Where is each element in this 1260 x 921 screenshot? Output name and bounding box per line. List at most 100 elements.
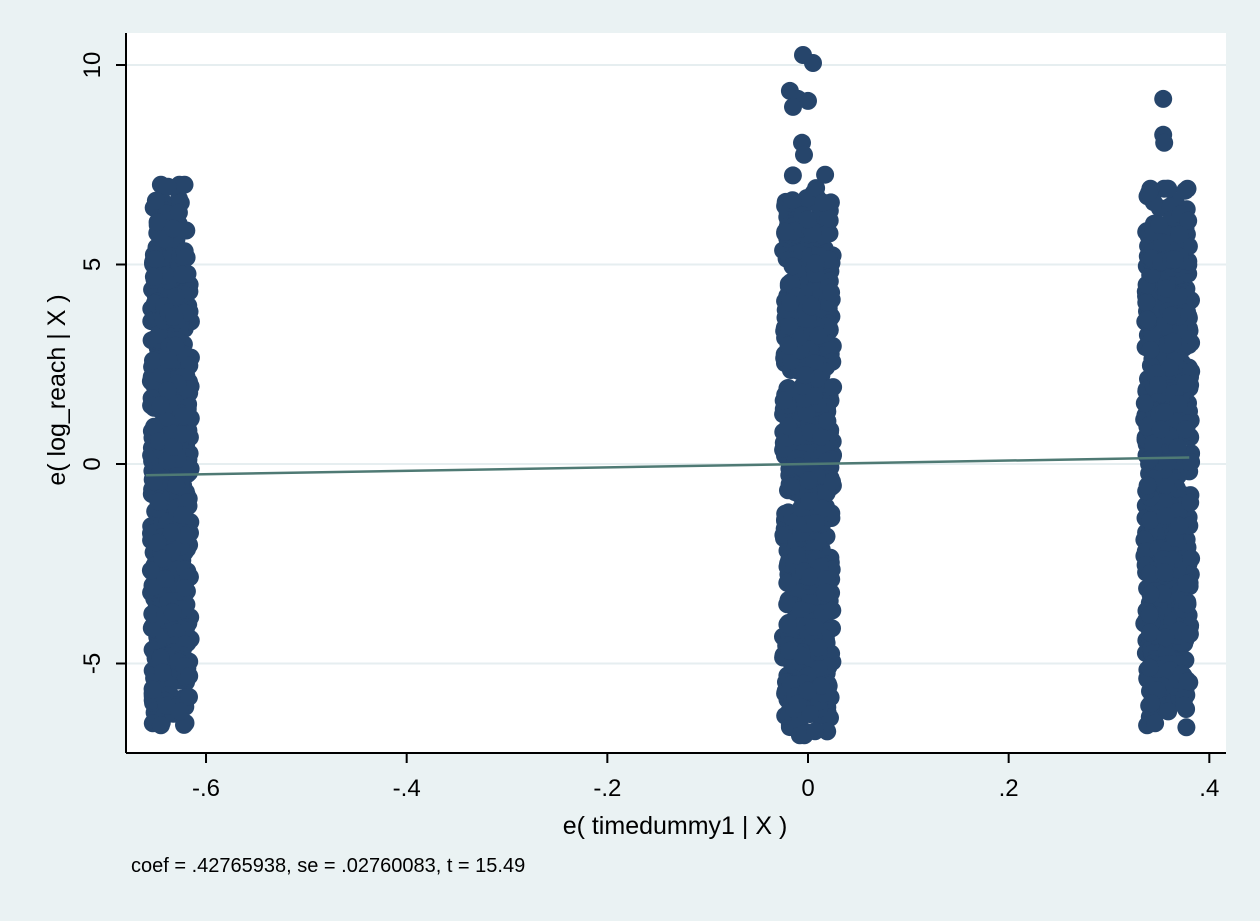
y-tick-label: 0 [79,457,106,470]
data-point [819,209,838,228]
data-point [180,667,199,685]
data-point [1156,507,1175,525]
data-point [778,595,797,614]
data-point [173,425,191,444]
fitted-line [145,456,1190,477]
data-point [809,326,828,345]
data-point [823,472,841,491]
gridlines [126,64,1226,665]
data-point [1155,403,1174,422]
data-point [809,638,828,657]
x-tick-label: -.4 [393,775,421,802]
data-point [778,615,797,634]
data-point [1170,225,1189,244]
data-point [817,225,836,244]
data-point [803,224,822,243]
data-point [814,193,833,212]
data-point [1169,288,1188,306]
data-point [1135,394,1154,413]
data-point [798,681,817,700]
data-point [144,472,163,491]
data-point [163,219,182,238]
data-point [164,438,183,456]
y-tick-label: 10 [79,52,106,79]
x-tick-label: -.2 [593,775,621,802]
data-point [779,336,798,355]
data-point [176,579,195,597]
data-point [153,549,172,568]
data-point [162,523,181,542]
data-point [1179,211,1198,230]
data-point [151,716,170,735]
data-point [1166,250,1184,269]
data-point [783,191,802,210]
data-point [163,603,182,622]
x-tick-label: .4 [1199,775,1219,802]
data-point [799,91,817,110]
data-point [1169,395,1188,413]
data-point [148,213,167,232]
data-point [802,297,821,316]
data-point [1142,694,1161,713]
data-point [150,432,168,451]
data-point [783,166,802,185]
data-point [1155,133,1174,152]
data-point [1141,623,1160,642]
data-point [779,417,798,436]
data-point [146,191,165,210]
y-tick-label: -5 [79,653,106,674]
data-point [1141,341,1160,359]
data-point [143,604,162,623]
data-point [787,546,806,565]
axes: -.6 -.4 -.2 0 .2 .4 -5 0 5 10 [79,33,1226,802]
data-point [1138,310,1157,329]
data-point [1164,332,1182,351]
data-point [145,417,164,436]
data-point [1177,574,1196,593]
data-point [818,452,837,471]
data-point [1138,476,1157,495]
data-point [146,250,165,269]
data-point [142,619,161,638]
data-point [782,477,801,496]
data-point [799,471,818,490]
data-point [1168,438,1187,457]
data-point [167,476,186,495]
data-point [781,293,800,312]
plot-area [126,33,1226,753]
data-point [823,601,842,620]
data-point [169,203,188,222]
data-point [156,570,175,588]
x-axis-title: e( timedummy1 | X ) [563,812,788,840]
data-point [154,663,172,682]
data-point [812,427,831,446]
data-point [158,177,177,196]
data-point [1159,179,1178,198]
x-tick-label: -.6 [192,775,220,802]
data-point [822,283,841,302]
data-point [158,451,177,470]
data-point [784,97,802,116]
data-point [176,248,195,267]
data-point [796,366,815,385]
data-point [783,257,802,276]
data-point [153,365,171,384]
data-point [805,618,824,636]
data-point [180,687,198,706]
data-point [148,533,167,552]
data-point [166,336,185,355]
data-point [150,325,168,344]
data-point [174,407,193,426]
data-point [149,492,168,511]
data-point [175,175,194,194]
data-point [151,396,170,415]
data-point [1140,605,1159,624]
data-point [806,514,825,533]
data-point [813,499,832,518]
data-point [176,526,195,545]
data-point [1150,215,1169,234]
data-point [1155,563,1174,582]
data-point [1177,718,1196,737]
